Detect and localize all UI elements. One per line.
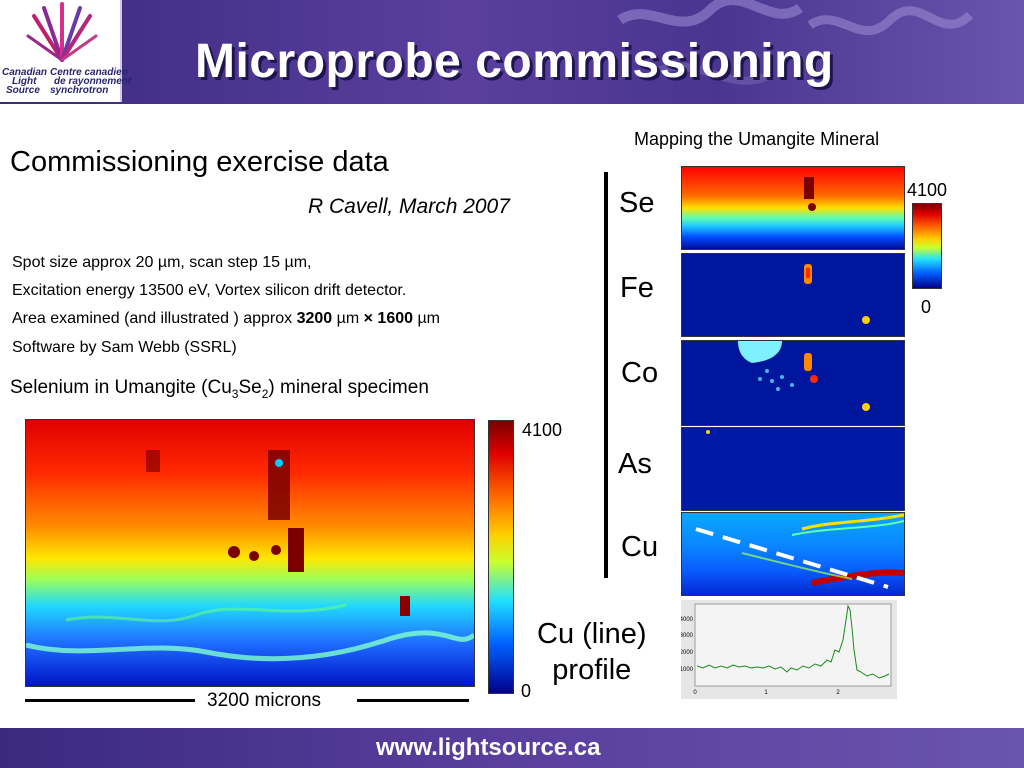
scale-bar-left: [25, 699, 195, 702]
detail-area: Area examined (and illustrated ) approx …: [12, 310, 440, 328]
logo-fr-line3: synchrotron: [50, 85, 109, 96]
element-label-fe: Fe: [620, 272, 654, 304]
y-tick-2000: 2000: [681, 650, 694, 656]
element-label-co: Co: [621, 357, 659, 389]
cu-profile-label-line2: profile: [552, 654, 632, 686]
big-colorbar-max: 4100: [522, 420, 563, 440]
detail-excitation: Excitation energy 13500 eV, Vortex silic…: [12, 282, 407, 299]
detail-area-b: 3200: [296, 310, 333, 327]
small-colorbar-min: 0: [921, 297, 932, 317]
detail-spot-size: Spot size approx 20 µm, scan step 15 µm,: [12, 254, 312, 271]
cu-profile-label-line1: Cu (line): [537, 618, 647, 650]
selenium-map-features: [26, 450, 474, 662]
specimen-a: Selenium in Umangite (Cu: [10, 377, 232, 398]
detail-area-d: × 1600: [363, 310, 414, 327]
element-label-as: As: [618, 448, 652, 480]
specimen-caption: Selenium in Umangite (Cu3Se2) mineral sp…: [10, 377, 429, 401]
big-colorbar-min: 0: [521, 681, 532, 701]
selenium-map-image: [25, 419, 475, 687]
author-line: R Cavell, March 2007: [308, 195, 510, 218]
divider-line: [604, 172, 608, 578]
cu-map-features: [695, 513, 904, 589]
logo-en-line1: Canadian: [2, 67, 48, 78]
detail-area-a: Area examined (and illustrated ) approx: [12, 310, 297, 327]
footer-url-link[interactable]: www.lightsource.ca: [376, 734, 601, 761]
logo-en-line2: Light: [12, 76, 37, 87]
cu-profile-label: Cu (line) profile: [537, 616, 647, 688]
co-map-features: [738, 341, 870, 411]
small-colorbar-max: 4100: [907, 180, 948, 200]
scale-label: 3200 microns: [207, 690, 322, 711]
co-map-image: [681, 340, 905, 426]
specimen-c: ) mineral specimen: [268, 377, 429, 398]
ribbon-decoration: [617, 0, 974, 85]
cu-profile-line: [696, 604, 890, 679]
maple-leaf-logo-icon: [26, 2, 98, 62]
x-tick-2: 2: [836, 690, 840, 696]
map-title: Mapping the Umangite Mineral: [634, 129, 880, 149]
cu-profile-plot: 4000 3000 2000 1000 0 1 2: [680, 600, 897, 699]
y-tick-4000: 4000: [681, 617, 694, 623]
specimen-sub2: 2: [261, 386, 269, 401]
as-map-features: [706, 430, 710, 434]
specimen-b: Se: [238, 377, 262, 398]
y-tick-3000: 3000: [681, 633, 694, 639]
detail-area-c: µm: [332, 310, 364, 327]
detail-software: Software by Sam Webb (SSRL): [12, 339, 237, 356]
se-map-features: [804, 177, 816, 211]
cu-map-image: [681, 512, 905, 596]
element-label-se: Se: [619, 187, 655, 219]
subtitle: Commissioning exercise data: [10, 146, 389, 178]
x-tick-0: 0: [693, 690, 697, 696]
scale-bar-right: [357, 699, 469, 702]
header-banner: [0, 0, 1024, 104]
fe-map-features: [804, 264, 870, 324]
detail-area-e: µm: [413, 310, 441, 327]
logo-fr-line1: Centre canadien: [50, 67, 128, 78]
as-map-image: [681, 427, 905, 511]
specimen-sub1: 3: [231, 386, 239, 401]
footer-banner: [0, 728, 1024, 768]
logo: Canadian Light Source Centre canadien de…: [0, 0, 131, 102]
big-map-colorbar: [488, 420, 514, 694]
element-label-cu: Cu: [621, 531, 659, 563]
small-map-colorbar: [912, 203, 942, 289]
x-tick-1: 1: [764, 690, 768, 696]
se-map-image: [681, 166, 905, 250]
logo-fr-line2: de rayonnement: [54, 76, 132, 87]
cu-profile-svg: 4000 3000 2000 1000 0 1 2: [680, 603, 892, 696]
fe-map-image: [681, 253, 905, 337]
y-tick-1000: 1000: [681, 667, 694, 673]
logo-en-line3: Source: [6, 85, 40, 96]
page-title: Microprobe commissioning: [195, 35, 834, 88]
